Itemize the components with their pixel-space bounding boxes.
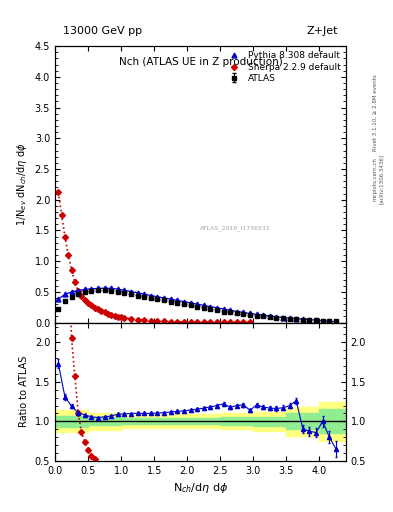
Pythia 8.308 default: [248, 310, 252, 316]
Pythia 8.308 default: [334, 318, 338, 325]
Sherpa 2.2.9 default: [69, 267, 74, 273]
Pythia 8.308 default: [241, 309, 246, 315]
Pythia 8.308 default: [327, 318, 332, 325]
Sherpa 2.2.9 default: [195, 319, 200, 325]
Sherpa 2.2.9 default: [72, 279, 77, 285]
Sherpa 2.2.9 default: [135, 316, 140, 323]
Sherpa 2.2.9 default: [188, 319, 193, 325]
Sherpa 2.2.9 default: [234, 319, 239, 326]
Pythia 8.308 default: [116, 286, 120, 292]
Pythia 8.308 default: [320, 317, 325, 324]
Sherpa 2.2.9 default: [149, 317, 153, 324]
Pythia 8.308 default: [135, 290, 140, 296]
Sherpa 2.2.9 default: [129, 316, 133, 322]
Sherpa 2.2.9 default: [116, 313, 120, 319]
Pythia 8.308 default: [294, 315, 299, 322]
Sherpa 2.2.9 default: [241, 319, 246, 326]
Pythia 8.308 default: [56, 296, 61, 302]
Sherpa 2.2.9 default: [76, 288, 81, 294]
Sherpa 2.2.9 default: [83, 297, 87, 303]
Sherpa 2.2.9 default: [175, 319, 180, 325]
Pythia 8.308 default: [234, 308, 239, 314]
Text: Nch (ATLAS UE in Z production): Nch (ATLAS UE in Z production): [119, 57, 282, 67]
Sherpa 2.2.9 default: [119, 314, 123, 321]
Sherpa 2.2.9 default: [79, 293, 84, 299]
Sherpa 2.2.9 default: [95, 306, 100, 312]
Pythia 8.308 default: [254, 311, 259, 317]
Pythia 8.308 default: [95, 285, 100, 291]
Sherpa 2.2.9 default: [92, 305, 97, 311]
Sherpa 2.2.9 default: [59, 212, 64, 218]
Sherpa 2.2.9 default: [182, 319, 186, 325]
Pythia 8.308 default: [228, 307, 233, 313]
Sherpa 2.2.9 default: [221, 319, 226, 326]
Sherpa 2.2.9 default: [201, 319, 206, 325]
Line: Pythia 8.308 default: Pythia 8.308 default: [56, 286, 338, 324]
Pythia 8.308 default: [142, 291, 147, 297]
Pythia 8.308 default: [162, 295, 167, 301]
Y-axis label: Ratio to ATLAS: Ratio to ATLAS: [19, 356, 29, 428]
Pythia 8.308 default: [301, 316, 305, 323]
Sherpa 2.2.9 default: [215, 319, 219, 326]
Sherpa 2.2.9 default: [89, 302, 94, 308]
Pythia 8.308 default: [215, 305, 219, 311]
Sherpa 2.2.9 default: [228, 319, 233, 326]
Sherpa 2.2.9 default: [168, 318, 173, 325]
Sherpa 2.2.9 default: [106, 311, 110, 317]
Sherpa 2.2.9 default: [208, 319, 213, 326]
Sherpa 2.2.9 default: [99, 308, 104, 314]
Sherpa 2.2.9 default: [112, 313, 117, 319]
Pythia 8.308 default: [122, 287, 127, 293]
Pythia 8.308 default: [149, 292, 153, 298]
X-axis label: N$_{ch}$/d$\eta$ d$\phi$: N$_{ch}$/d$\eta$ d$\phi$: [173, 481, 228, 495]
Sherpa 2.2.9 default: [142, 317, 147, 323]
Pythia 8.308 default: [307, 316, 312, 323]
Pythia 8.308 default: [69, 289, 74, 295]
Pythia 8.308 default: [182, 298, 186, 305]
Pythia 8.308 default: [261, 312, 266, 318]
Pythia 8.308 default: [287, 315, 292, 321]
Pythia 8.308 default: [208, 304, 213, 310]
Sherpa 2.2.9 default: [162, 318, 167, 325]
Text: ATLAS_2019_I1736531: ATLAS_2019_I1736531: [200, 226, 271, 231]
Pythia 8.308 default: [274, 314, 279, 320]
Sherpa 2.2.9 default: [102, 309, 107, 315]
Pythia 8.308 default: [83, 286, 87, 292]
Line: Sherpa 2.2.9 default: Sherpa 2.2.9 default: [56, 190, 252, 325]
Sherpa 2.2.9 default: [248, 319, 252, 326]
Text: Rivet 3.1.10, ≥ 2.8M events: Rivet 3.1.10, ≥ 2.8M events: [373, 74, 378, 151]
Pythia 8.308 default: [129, 288, 133, 294]
Pythia 8.308 default: [62, 291, 67, 297]
Sherpa 2.2.9 default: [122, 315, 127, 321]
Pythia 8.308 default: [201, 302, 206, 308]
Pythia 8.308 default: [168, 296, 173, 302]
Y-axis label: 1/N$_{ev}$ dN$_{ch}$/d$\eta$ d$\phi$: 1/N$_{ev}$ dN$_{ch}$/d$\eta$ d$\phi$: [15, 142, 29, 226]
Pythia 8.308 default: [155, 294, 160, 300]
Sherpa 2.2.9 default: [155, 318, 160, 324]
Pythia 8.308 default: [195, 301, 200, 307]
Pythia 8.308 default: [188, 300, 193, 306]
Sherpa 2.2.9 default: [86, 300, 90, 306]
Pythia 8.308 default: [314, 317, 318, 323]
Pythia 8.308 default: [268, 313, 272, 319]
Text: mcplots.cern.ch: mcplots.cern.ch: [373, 157, 378, 201]
Pythia 8.308 default: [221, 306, 226, 312]
Pythia 8.308 default: [281, 314, 285, 321]
Pythia 8.308 default: [109, 285, 114, 291]
Sherpa 2.2.9 default: [56, 189, 61, 196]
Pythia 8.308 default: [76, 288, 81, 294]
Sherpa 2.2.9 default: [66, 252, 71, 258]
Legend: Pythia 8.308 default, Sherpa 2.2.9 default, ATLAS: Pythia 8.308 default, Sherpa 2.2.9 defau…: [220, 48, 344, 87]
Pythia 8.308 default: [175, 297, 180, 304]
Text: 13000 GeV pp: 13000 GeV pp: [63, 26, 142, 36]
Pythia 8.308 default: [102, 285, 107, 291]
Text: Z+Jet: Z+Jet: [307, 26, 338, 36]
Sherpa 2.2.9 default: [62, 233, 67, 240]
Text: [arXiv:1306.3436]: [arXiv:1306.3436]: [379, 154, 384, 204]
Sherpa 2.2.9 default: [109, 312, 114, 318]
Pythia 8.308 default: [89, 286, 94, 292]
